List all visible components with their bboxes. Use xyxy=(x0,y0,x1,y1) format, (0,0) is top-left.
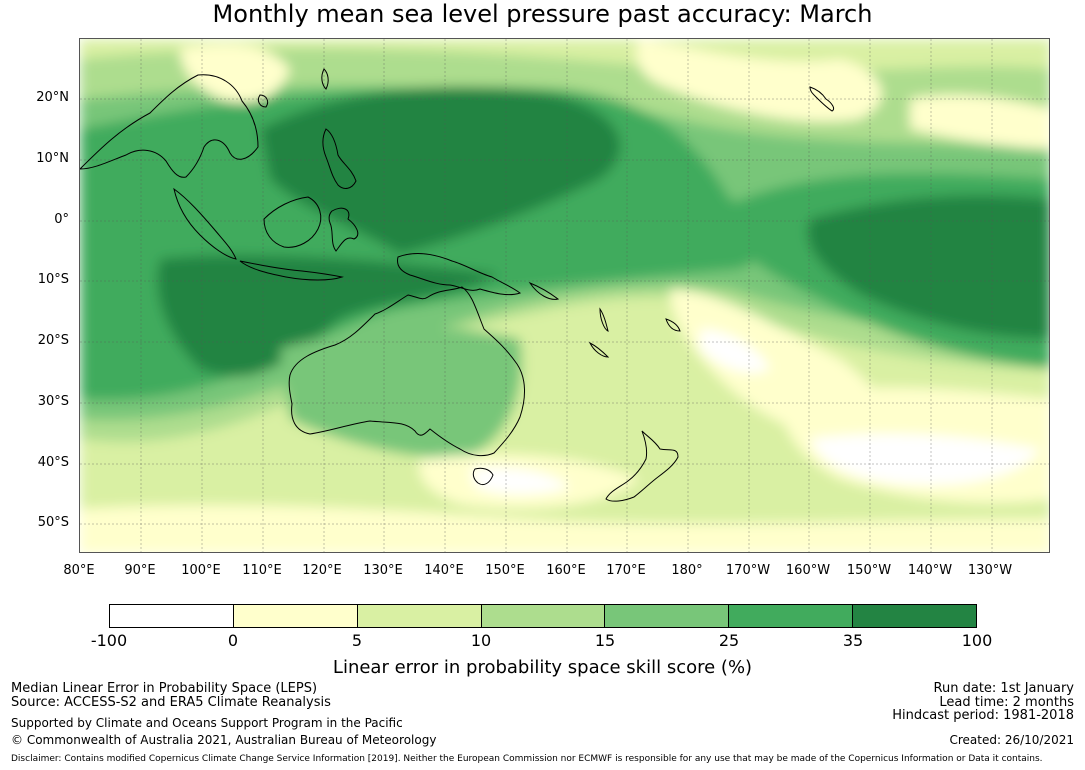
new-guinea-coast xyxy=(397,253,522,296)
lat-label: 20°N xyxy=(36,90,69,105)
lon-label: 160°W xyxy=(785,563,831,578)
lon-label: 90°E xyxy=(124,563,156,578)
colorbar-segment xyxy=(853,605,977,627)
lat-label: 20°S xyxy=(37,333,69,348)
lat-label: 30°S xyxy=(37,394,69,409)
colorbar-tick: 5 xyxy=(351,631,363,650)
skill-score-map xyxy=(79,38,1050,553)
lon-label: 180° xyxy=(671,563,703,578)
footer-support: Supported by Climate and Oceans Support … xyxy=(11,716,403,730)
lat-label: 50°S xyxy=(37,515,69,530)
borneo-coast xyxy=(263,196,322,248)
colorbar xyxy=(109,604,977,628)
map-title: Monthly mean sea level pressure past acc… xyxy=(212,0,873,28)
lat-label: 0° xyxy=(54,212,69,227)
lon-label: 170°W xyxy=(725,563,771,578)
lon-label: 160°E xyxy=(546,563,586,578)
lat-label: 10°N xyxy=(36,151,69,166)
lat-label: 40°S xyxy=(37,455,69,470)
created-date: Created: 26/10/2021 xyxy=(949,733,1074,747)
lon-label: 140°E xyxy=(424,563,464,578)
colorbar-segment xyxy=(481,605,606,627)
colorbar-segment xyxy=(605,605,730,627)
graticule xyxy=(80,39,1049,552)
colorbar-tick: 35 xyxy=(842,631,864,650)
hainan-coast xyxy=(257,94,269,108)
run-date: Run date: 1st January xyxy=(933,681,1074,696)
lon-label: 130°W xyxy=(967,563,1013,578)
colorbar-tick: -100 xyxy=(90,631,128,650)
lon-label: 120°E xyxy=(302,563,342,578)
sulawesi-coast xyxy=(328,207,359,252)
lon-label: 100°E xyxy=(181,563,221,578)
lon-label: 130°E xyxy=(363,563,403,578)
hawaii-coast xyxy=(809,86,835,112)
colorbar-tick: 10 xyxy=(470,631,492,650)
vanuatu-coast xyxy=(599,307,609,332)
java-coast xyxy=(239,260,344,281)
colorbar-tick: 0 xyxy=(227,631,239,650)
philippines-coast xyxy=(322,128,357,189)
new-caledonia-coast xyxy=(588,341,610,358)
lon-label: 150°W xyxy=(846,563,892,578)
footer-method: Median Linear Error in Probability Space… xyxy=(11,681,318,696)
tasmania-coast xyxy=(472,467,494,486)
sumatra-coast xyxy=(173,187,237,260)
colorbar-tick: 25 xyxy=(718,631,740,650)
colorbar-segment xyxy=(233,605,358,627)
colorbar-segment xyxy=(110,605,234,627)
taiwan-coast xyxy=(321,68,329,90)
hindcast-period: Hindcast period: 1981-2018 xyxy=(892,708,1074,723)
australia-coast xyxy=(288,286,525,457)
lon-label: 80°E xyxy=(63,563,95,578)
solomon-islands-coast xyxy=(528,281,560,300)
colorbar-tick: 100 xyxy=(961,631,993,650)
colorbar-label: Linear error in probability space skill … xyxy=(332,657,753,678)
lon-label: 150°E xyxy=(485,563,525,578)
colorbar-segment xyxy=(357,605,482,627)
asia-coast xyxy=(80,74,259,178)
lead-time: Lead time: 2 months xyxy=(939,695,1074,710)
lat-label: 10°S xyxy=(37,272,69,287)
coastlines xyxy=(80,68,835,502)
fiji-coast xyxy=(665,318,681,332)
new-zealand-coast xyxy=(605,430,679,502)
colorbar-segment xyxy=(729,605,854,627)
skill-field xyxy=(80,39,1049,552)
footer-copyright: © Commonwealth of Australia 2021, Austra… xyxy=(11,733,437,747)
colorbar-tick: 15 xyxy=(594,631,616,650)
disclaimer: Disclaimer: Contains modified Copernicus… xyxy=(11,754,1043,764)
lon-label: 110°E xyxy=(242,563,282,578)
lon-label: 170°E xyxy=(606,563,646,578)
footer-source: Source: ACCESS-S2 and ERA5 Climate Reana… xyxy=(11,695,331,710)
lon-label: 140°W xyxy=(907,563,953,578)
